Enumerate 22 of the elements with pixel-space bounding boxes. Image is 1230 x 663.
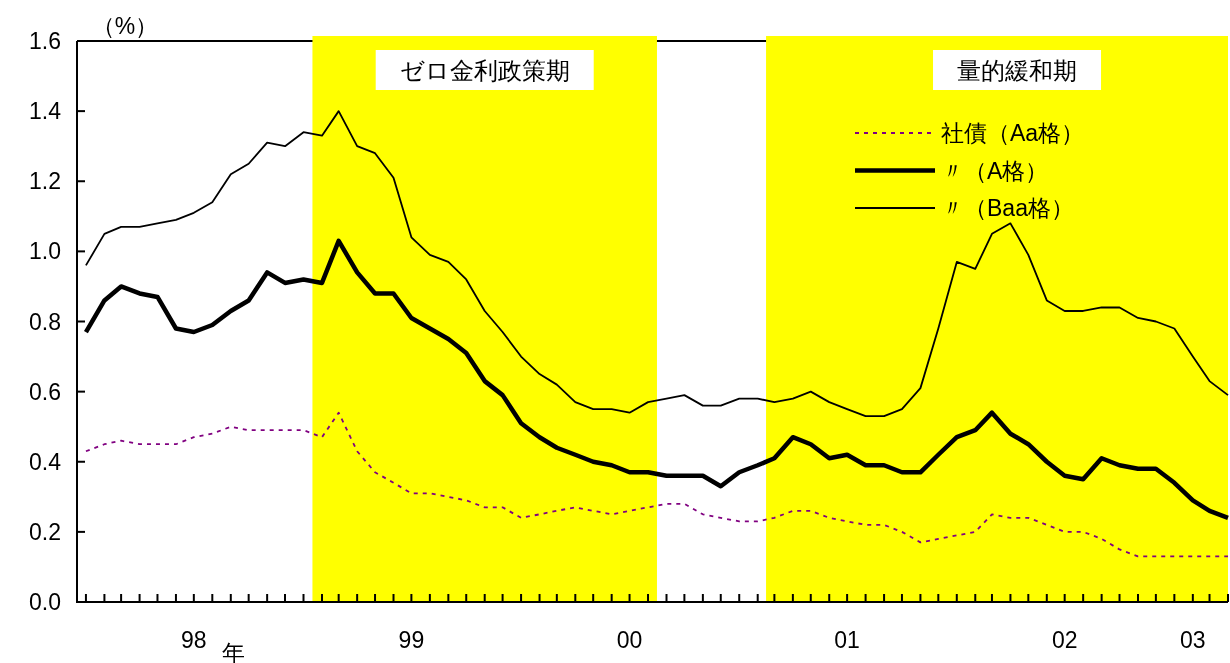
y-axis-title: （%） [91, 13, 159, 39]
x-tick-label: 03 [1180, 627, 1206, 653]
y-tick-label: 1.6 [29, 28, 61, 54]
y-tick-label: 0.2 [29, 518, 61, 545]
y-tick-label: 0.4 [29, 448, 62, 475]
x-tick-label: 98 [181, 627, 207, 653]
y-tick-label: 1.2 [29, 168, 61, 195]
x-tick-label: 00 [616, 627, 643, 653]
x-axis-title: 年 [221, 640, 245, 663]
band-label: ゼロ金利政策期 [399, 57, 570, 84]
y-tick-label: 0.6 [29, 378, 61, 405]
legend-label: 〃（Baa格） [941, 195, 1074, 221]
x-tick-label: 99 [398, 627, 425, 653]
x-tick-label: 02 [1051, 627, 1078, 653]
legend-label: 社債（Aa格） [941, 120, 1085, 146]
y-tick-label: 1.0 [29, 238, 61, 265]
legend-label: 〃（A格） [941, 157, 1049, 184]
x-tick-label: 01 [834, 627, 860, 653]
y-tick-label: 0.8 [29, 308, 61, 335]
y-tick-label: 0.0 [29, 589, 61, 615]
band-label: 量的緩和期 [957, 57, 1078, 84]
y-tick-label: 1.4 [29, 98, 62, 125]
